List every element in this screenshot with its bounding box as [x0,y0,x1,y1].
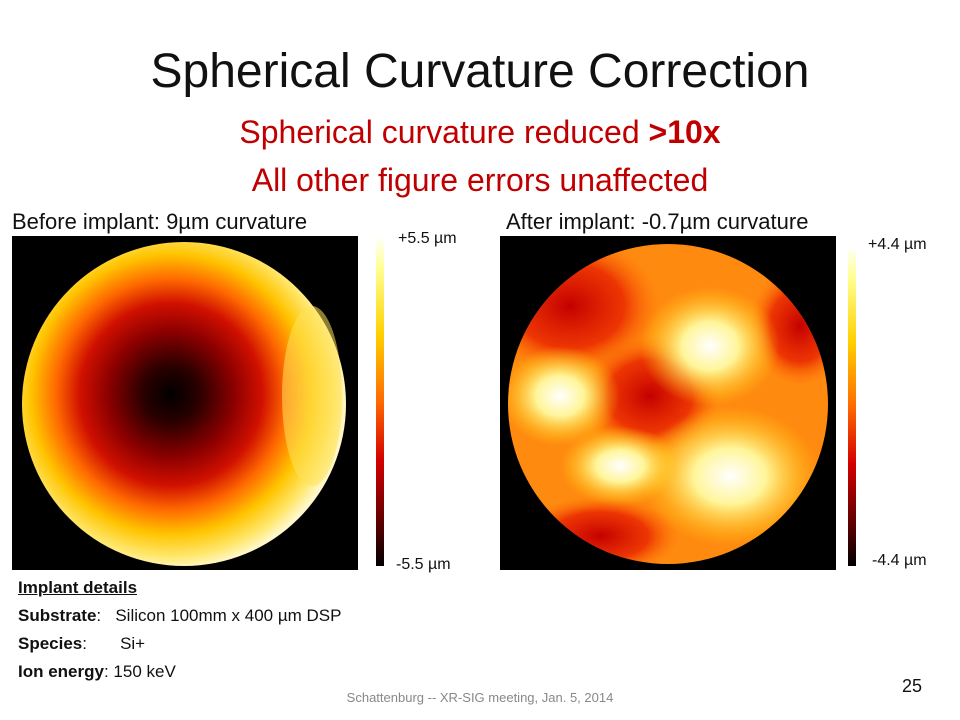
species-value: Si+ [120,634,146,653]
details-substrate: Substrate: Silicon 100mm x 400 µm DSP [18,602,341,630]
after-colorbar [848,246,856,566]
species-sep: : [82,634,121,653]
ion-energy-sep: : [103,662,114,681]
substrate-sep: : [96,606,116,625]
before-surface-map [12,236,358,570]
slide-title: Spherical Curvature Correction [150,45,810,98]
substrate-value: Silicon 100mm x 400 µm DSP [115,606,342,625]
after-scale-max: +4.4 µm [868,236,927,253]
after-scale-min: -4.4 µm [872,552,927,569]
subtitle-prefix: Spherical curvature reduced [239,114,649,150]
subtitle-line-2: All other figure errors unaffected [251,162,709,198]
implant-details: Implant details Substrate: Silicon 100mm… [18,574,341,686]
subtitle-line-1: Spherical curvature reduced >10x [0,112,960,152]
before-scale-max: +5.5 µm [398,230,457,247]
before-scale-min: -5.5 µm [396,556,451,573]
subtitle-emphasis: >10x [648,114,721,150]
ion-energy-key: Ion energy [18,662,104,681]
before-colorbar [376,236,384,566]
substrate-key: Substrate [18,606,97,625]
species-key: Species [18,634,83,653]
details-species: Species: Si+ [18,630,341,658]
slide-footer: Schattenburg -- XR-SIG meeting, Jan. 5, … [346,690,614,705]
ion-energy-value: 150 keV [113,662,176,681]
page-number: 25 [902,676,923,696]
before-caption: Before implant: 9µm curvature [12,209,308,234]
details-heading: Implant details [18,578,138,597]
after-caption: After implant: -0.7µm curvature [506,209,809,234]
after-surface-map [500,236,836,570]
details-ion-energy: Ion energy: 150 keV [18,658,341,686]
